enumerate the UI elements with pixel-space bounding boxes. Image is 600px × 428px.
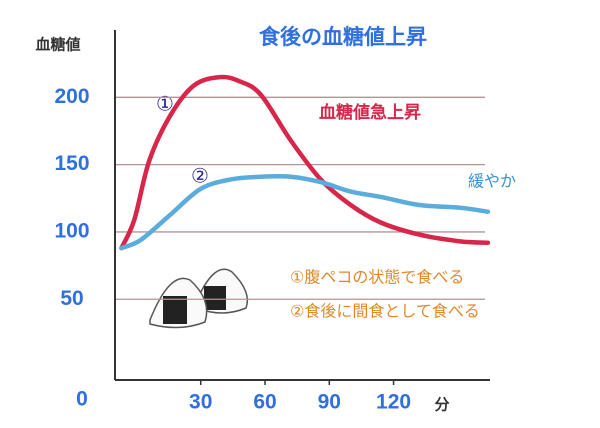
y-tick-label: 150 [54, 152, 89, 175]
y-tick-label: 200 [54, 85, 89, 108]
y-axis-label: 血糖値 [35, 36, 80, 54]
series-line [119, 173, 491, 251]
series-line [119, 74, 491, 251]
annotation: ②食後に間食として食べる [290, 302, 480, 321]
annotation: 血糖値急上昇 [319, 102, 421, 123]
annotation: ①腹ペコの状態で食べる [290, 268, 464, 287]
x-tick-label: 30 [189, 391, 212, 414]
origin-label: 0 [76, 388, 88, 411]
x-tick-label: 120 [376, 391, 411, 414]
x-axis-label: 分 [434, 396, 449, 414]
annotation: 緩やか [468, 172, 516, 191]
x-tick-label: 90 [318, 391, 341, 414]
y-tick-label: 100 [54, 219, 89, 242]
onigiri-illustration [149, 268, 249, 329]
x-tick-label: 60 [253, 391, 276, 414]
chart-title: 食後の血糖値上昇 [259, 25, 427, 49]
series-label: ② [191, 164, 209, 188]
y-tick-label: 50 [60, 287, 83, 310]
